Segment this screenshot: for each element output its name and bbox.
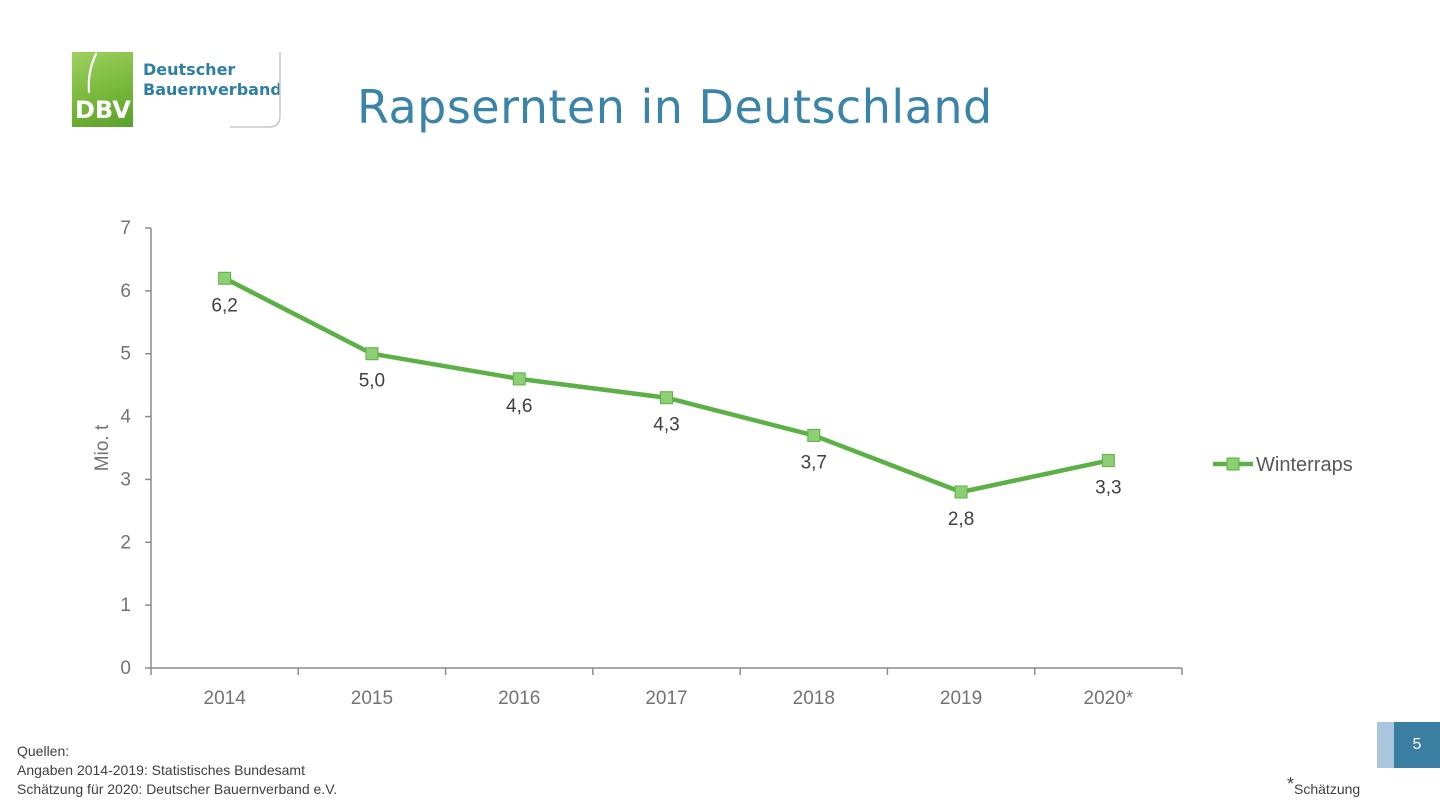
data-point-marker [365, 347, 379, 361]
x-tick-label: 2016 [498, 688, 540, 709]
series-line-winterraps [222, 276, 1111, 495]
data-label: 6,2 [211, 295, 237, 316]
legend-label: Winterraps [1256, 454, 1353, 476]
data-label: 2,8 [948, 509, 974, 530]
footnote-text: Schätzung [1294, 781, 1361, 797]
data-label: 3,7 [801, 452, 827, 473]
legend-marker [1226, 457, 1240, 471]
y-tick-label: 2 [120, 532, 131, 553]
sources-note: Quellen: Angaben 2014-2019: Statistische… [17, 742, 337, 799]
data-point-marker [218, 271, 232, 285]
data-label: 4,6 [506, 396, 532, 417]
x-tick-label: 2017 [645, 688, 687, 709]
x-tick-label: 2014 [204, 688, 247, 709]
y-tick-label: 4 [120, 407, 131, 428]
data-label: 5,0 [359, 371, 385, 392]
data-point-marker [660, 391, 673, 405]
data-point-marker [1101, 454, 1115, 468]
sources-line-1: Angaben 2014-2019: Statistisches Bundesa… [17, 762, 305, 778]
y-axis-title: Mio. t [92, 424, 113, 471]
logo-corner-line [230, 52, 281, 128]
x-tick-label: 2018 [793, 688, 835, 709]
slide-title: Rapsernten in Deutschland [357, 80, 993, 134]
y-tick-label: 3 [120, 469, 131, 490]
data-point-marker [512, 372, 526, 386]
y-tick-label: 1 [120, 595, 131, 616]
sources-line-2: Schätzung für 2020: Deutscher Bauernverb… [17, 781, 338, 797]
footnote-star: * [1287, 774, 1295, 794]
logo-mark: DBV [72, 52, 133, 127]
x-tick-label: 2015 [351, 688, 393, 709]
estimate-footnote: *Schätzung [1287, 774, 1361, 799]
y-tick-label: 7 [120, 218, 131, 239]
data-label: 3,3 [1095, 478, 1121, 499]
dbv-logo: DBV Deutscher Bauernverband [72, 52, 284, 130]
logo-abbreviation: DBV [75, 96, 131, 124]
y-tick-label: 6 [120, 281, 131, 302]
sources-heading: Quellen: [17, 743, 70, 759]
data-label: 4,3 [653, 415, 679, 436]
data-point-marker [954, 485, 968, 499]
logo-name: Deutscher Bauernverband [143, 60, 282, 99]
x-tick-label: 2019 [940, 688, 982, 709]
x-tick-label: 2020* [1084, 688, 1134, 709]
y-tick-label: 5 [120, 344, 131, 365]
y-tick-label: 0 [120, 658, 131, 679]
page-number: 5 [1394, 722, 1440, 768]
logo-leaf-stroke [87, 52, 98, 94]
page-number-accent [1377, 722, 1394, 768]
data-point-marker [807, 428, 821, 442]
